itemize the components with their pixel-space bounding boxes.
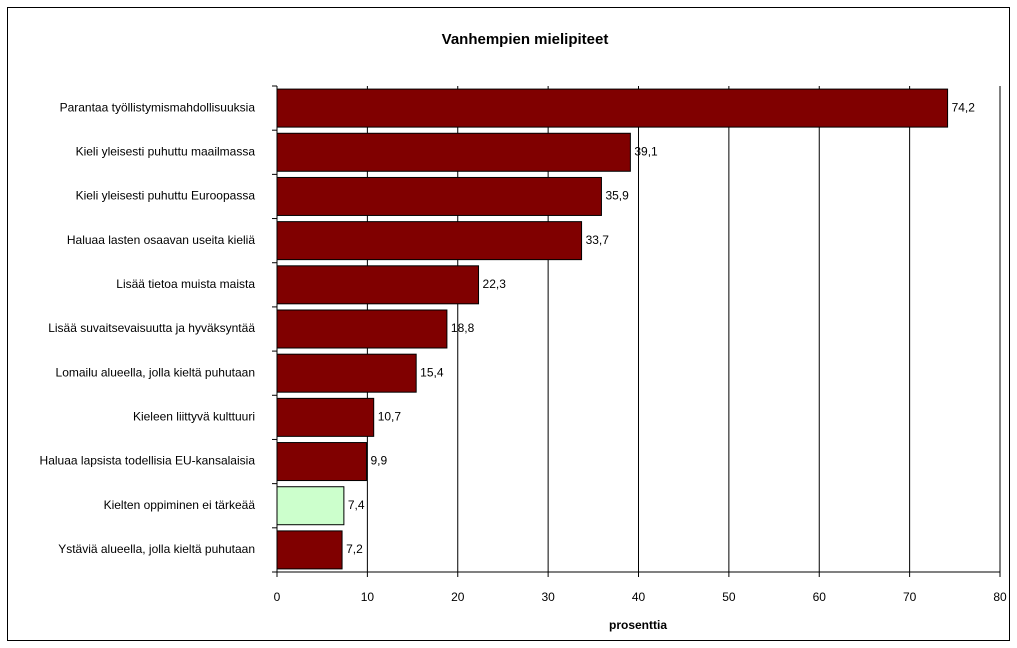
x-tick-label: 0 xyxy=(274,590,281,604)
bar xyxy=(276,397,375,437)
x-axis-label: prosenttia xyxy=(609,618,667,632)
value-label: 7,2 xyxy=(346,542,363,556)
bar xyxy=(276,265,480,305)
y-tick-label: Lomailu alueella, jolla kieltä puhutaan xyxy=(56,365,255,379)
y-tick-label: Haluaa lapsista todellisia EU-kansalaisi… xyxy=(40,454,256,468)
y-tick-label: Haluaa lasten osaavan useita kieliä xyxy=(67,233,255,247)
bar xyxy=(276,176,602,216)
bar xyxy=(276,221,583,261)
value-label: 33,7 xyxy=(586,233,610,247)
x-tick-label: 40 xyxy=(632,590,646,604)
x-tick-label: 10 xyxy=(361,590,375,604)
y-tick-label: Kieli yleisesti puhuttu Euroopassa xyxy=(76,189,256,203)
value-label: 9,9 xyxy=(370,454,387,468)
y-tick-label: Kieli yleisesti puhuttu maailmassa xyxy=(76,144,256,158)
bar xyxy=(276,309,448,349)
chart-title: Vanhempien mielipiteet xyxy=(442,31,609,48)
value-label: 35,9 xyxy=(605,189,629,203)
bar xyxy=(276,442,367,482)
y-tick-label: Parantaa työllistymismahdollisuuksia xyxy=(60,100,256,114)
value-label: 15,4 xyxy=(420,365,444,379)
bar xyxy=(276,88,949,128)
value-label: 74,2 xyxy=(952,100,976,114)
y-tick-label: Kielten oppiminen ei tärkeää xyxy=(104,498,256,512)
x-tick-label: 60 xyxy=(813,590,827,604)
value-label: 18,8 xyxy=(451,321,475,335)
value-label: 39,1 xyxy=(634,144,658,158)
y-tick-label: Ystäviä alueella, jolla kieltä puhutaan xyxy=(58,542,255,556)
y-tick-label: Kieleen liittyvä kulttuuri xyxy=(133,410,255,424)
value-label: 10,7 xyxy=(378,410,402,424)
value-label: 7,4 xyxy=(348,498,365,512)
x-tick-label: 30 xyxy=(541,590,555,604)
y-tick-label: Lisää tietoa muista maista xyxy=(116,277,255,291)
y-tick-label: Lisää suvaitsevaisuutta ja hyväksyntää xyxy=(48,321,255,335)
x-tick-label: 80 xyxy=(993,590,1007,604)
bar xyxy=(276,530,343,570)
x-tick-label: 20 xyxy=(451,590,465,604)
bar xyxy=(276,486,345,526)
bar xyxy=(276,132,631,172)
value-label: 22,3 xyxy=(483,277,507,291)
bar xyxy=(276,353,417,393)
x-tick-label: 70 xyxy=(903,590,917,604)
x-tick-label: 50 xyxy=(722,590,736,604)
